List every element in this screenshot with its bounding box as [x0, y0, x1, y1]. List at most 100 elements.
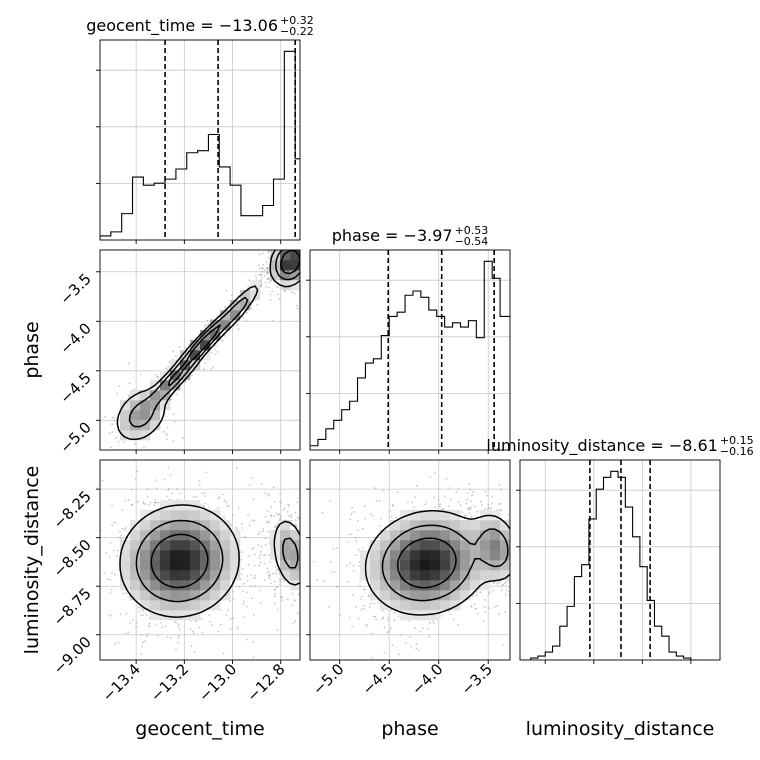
sample-point [121, 509, 124, 511]
sample-point [225, 289, 227, 292]
density-bin [440, 530, 451, 541]
density-bin [400, 600, 411, 611]
sample-point [310, 242, 312, 244]
sample-point [327, 606, 330, 608]
sample-point [245, 319, 248, 322]
sample-point [263, 274, 266, 277]
density-bin [480, 540, 491, 551]
sample-point [141, 645, 144, 648]
density-bin [430, 600, 441, 611]
sample-point [294, 511, 297, 514]
sample-point [516, 513, 518, 515]
sample-point [311, 236, 313, 238]
sample-point [140, 373, 143, 376]
sample-point [352, 570, 355, 572]
density-bin [200, 590, 211, 601]
xtick-label-geocent_time-1: −13.2 [147, 660, 192, 705]
sample-point [393, 619, 396, 622]
sample-point [221, 339, 224, 342]
density-bin [460, 540, 471, 551]
sample-point [488, 607, 490, 609]
sample-point [246, 575, 249, 577]
sample-point [367, 595, 370, 598]
sample-point [308, 580, 310, 582]
sample-point [177, 637, 180, 639]
sample-point [484, 490, 487, 493]
sample-point [360, 595, 363, 598]
sample-point [258, 564, 260, 567]
density-bin [390, 560, 401, 571]
sample-point [307, 596, 309, 598]
density-bin [440, 550, 451, 561]
sample-point [306, 577, 308, 579]
density-bin [410, 520, 421, 531]
title-text-phase: phase = −3.97 [332, 226, 453, 245]
sample-point [250, 585, 253, 588]
sample-point [247, 285, 250, 288]
sample-point [513, 571, 515, 573]
density-bin [470, 550, 481, 561]
sample-point [166, 368, 169, 371]
sample-point [166, 495, 169, 498]
density-bin [200, 540, 211, 551]
sample-point [470, 605, 473, 608]
sample-point [286, 225, 288, 227]
sample-point [88, 416, 90, 418]
sample-point [457, 624, 460, 626]
sample-point [308, 285, 310, 287]
contour-level-1 [135, 519, 299, 603]
sample-point [437, 498, 440, 501]
sample-point [175, 648, 177, 651]
sample-point [484, 599, 486, 601]
sample-point [272, 233, 274, 235]
density-bin [400, 610, 411, 621]
sample-point [178, 493, 181, 495]
sample-point [307, 238, 309, 240]
sample-point [507, 580, 509, 582]
sample-point [112, 521, 115, 524]
sample-point [360, 598, 363, 601]
density-bin [380, 540, 391, 551]
sample-point [312, 244, 314, 246]
sample-point [386, 631, 389, 634]
sample-point [303, 219, 305, 221]
sample-point [273, 501, 276, 503]
density-bin [460, 560, 471, 571]
sample-point [439, 503, 441, 506]
sample-point [271, 233, 273, 235]
sample-point [517, 537, 519, 539]
sample-point [154, 624, 157, 627]
sample-point [128, 382, 131, 385]
sample-point [307, 227, 309, 229]
sample-point [280, 515, 282, 518]
sample-point [279, 500, 282, 502]
sample-point [323, 580, 325, 583]
sample-point [289, 235, 291, 237]
sample-point [142, 501, 145, 503]
density-bin [400, 510, 411, 521]
sample-point [237, 507, 240, 510]
sample-point [420, 667, 422, 669]
density-bin [370, 570, 381, 581]
sample-point [499, 502, 502, 505]
sample-point [266, 567, 269, 570]
sample-point [122, 592, 124, 595]
density-bin [500, 540, 510, 551]
sample-point [97, 577, 99, 579]
density-bin [490, 530, 501, 541]
sample-point [173, 420, 176, 423]
density-bin [400, 590, 411, 601]
hist-phase-steps [310, 260, 510, 450]
density-bin [460, 520, 471, 531]
sample-point [267, 250, 270, 252]
sample-point [250, 307, 253, 309]
sample-point [261, 252, 264, 254]
density-bin [130, 560, 141, 571]
sample-point [496, 582, 498, 585]
density-bin [420, 530, 431, 541]
sample-point [166, 426, 169, 429]
sample-point [128, 453, 130, 455]
sample-point [474, 505, 476, 508]
sample-point [516, 533, 518, 535]
